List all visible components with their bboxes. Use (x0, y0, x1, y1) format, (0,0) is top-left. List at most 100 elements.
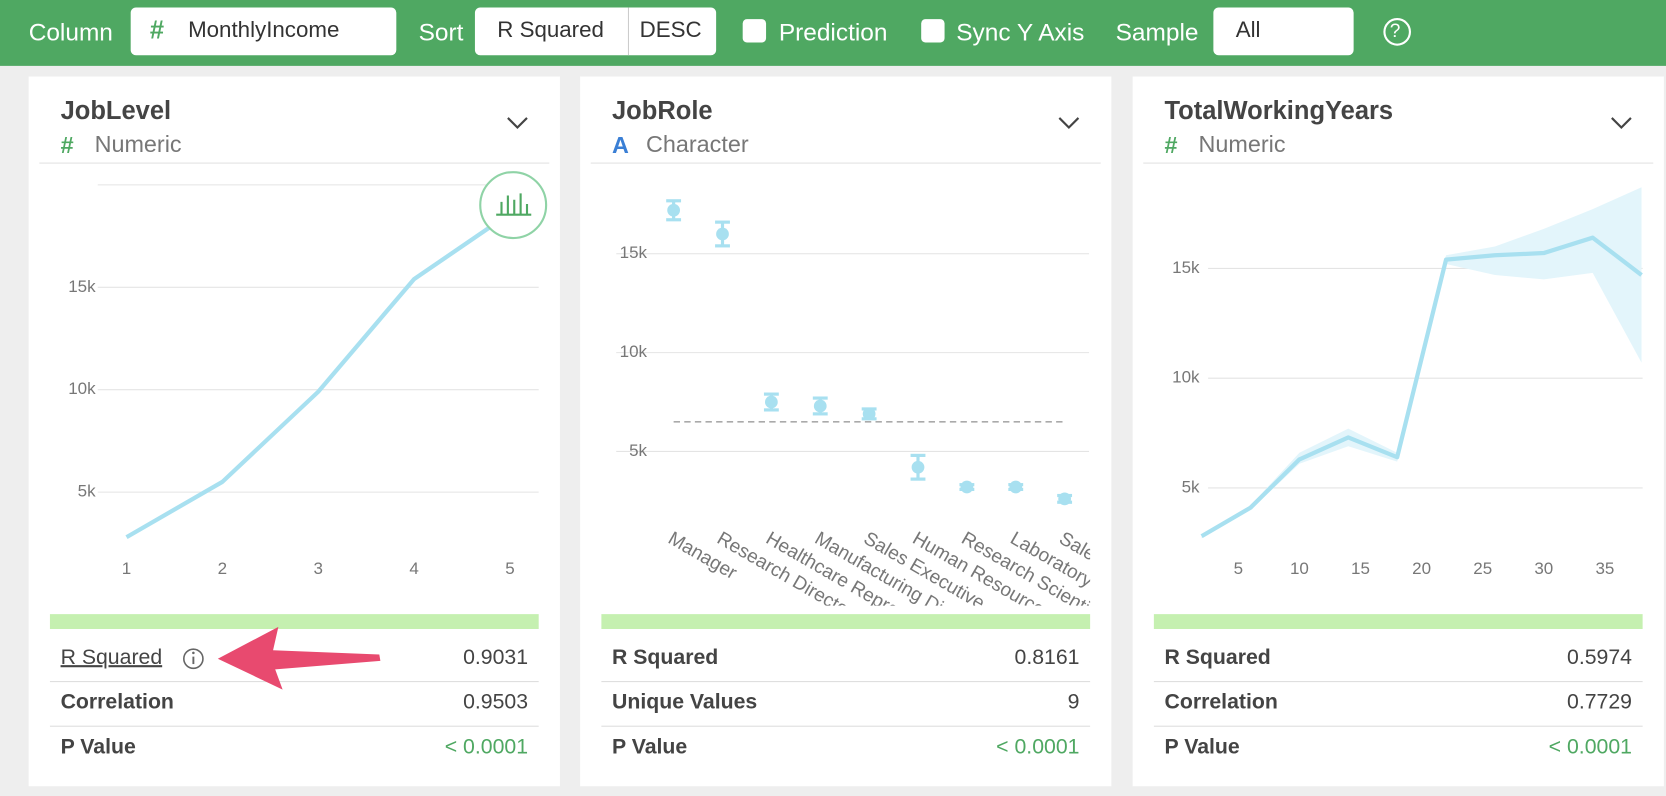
card-title: JobLevel (60, 96, 172, 126)
status-bar (601, 614, 1091, 629)
stat-label: R Squared (1164, 646, 1271, 670)
divider (39, 162, 550, 164)
card-title: TotalWorkingYears (1164, 96, 1394, 126)
type-label: Numeric (1198, 130, 1286, 158)
column-label: Column (28, 18, 113, 46)
row-line (1153, 681, 1643, 683)
mean-point (960, 480, 974, 494)
sample-label: Sample (1115, 18, 1199, 46)
stat-value: 0.7729 (1567, 690, 1632, 714)
stat-value: 0.9503 (463, 690, 529, 714)
y-tick-label: 15k (620, 243, 648, 262)
help-icon: ? (1389, 20, 1401, 42)
line (125, 211, 512, 540)
row-line (49, 681, 539, 683)
toolbar: Column # MonthlyIncome Sort R Squared DE… (0, 0, 1666, 66)
status-bar (49, 614, 539, 629)
sort-select[interactable] (474, 7, 717, 56)
pointer-arrow (217, 626, 381, 690)
stat-label: P Value (60, 735, 136, 759)
stat-value: 0.5974 (1567, 646, 1632, 670)
stat-label: P Value (1164, 735, 1240, 759)
sync-label: Sync Y Axis (956, 18, 1085, 46)
type-label: Character (646, 130, 749, 158)
x-tick-label: 15 (1351, 559, 1370, 578)
sort-label: Sort (418, 18, 464, 46)
stat-label: Correlation (1164, 690, 1278, 714)
x-tick-label: 5 (505, 559, 514, 578)
sort-order[interactable]: DESC (639, 18, 702, 43)
x-tick-label: 35 (1595, 559, 1614, 578)
mean-point (716, 227, 729, 241)
mean-point (911, 460, 925, 474)
stat-value: 9 (1067, 690, 1080, 714)
mean-point (813, 399, 827, 413)
stat-label: Correlation (60, 690, 174, 714)
y-tick-label: 5k (1182, 477, 1200, 496)
y-tick-label: 5k (629, 441, 647, 460)
checkbox[interactable] (921, 19, 945, 43)
divider (1143, 162, 1654, 164)
column-icon: # (149, 15, 165, 45)
dropdown-chevron (1611, 117, 1632, 130)
stat-label: Unique Values (612, 690, 758, 714)
row-line (49, 725, 539, 727)
stat-value: < 0.0001 (1548, 735, 1632, 759)
dropdown-chevron (507, 117, 528, 130)
type-icon: # (60, 131, 74, 159)
stat-value: < 0.0001 (996, 735, 1080, 759)
status-bar (1153, 614, 1643, 629)
stat-value: 0.8161 (1014, 646, 1080, 670)
card: JobRole A Character R Squared 0.8161 Unique V… (580, 76, 1112, 787)
divider (590, 162, 1101, 164)
stat-label: P Value (612, 735, 688, 759)
x-tick-label: 10 (1290, 559, 1309, 578)
type-icon: # (1164, 131, 1178, 159)
type-label: Numeric (94, 130, 182, 158)
x-tick-label: 20 (1412, 559, 1431, 578)
mean-point (1009, 480, 1023, 494)
line (1200, 235, 1643, 539)
divider (627, 7, 629, 56)
row-line (1153, 725, 1643, 727)
stat-value: < 0.0001 (444, 735, 529, 759)
y-tick-label: 10k (620, 342, 648, 361)
x-tick-label: 4 (409, 559, 418, 578)
type-icon: A (612, 131, 629, 159)
card: JobLevel # Numeric R Squared 0.9031 Correlati… (28, 76, 560, 787)
column-value: MonthlyIncome (188, 18, 340, 43)
y-tick-label: 10k (68, 379, 96, 398)
stat-value: 0.9031 (463, 646, 529, 670)
mean-point (1058, 492, 1071, 506)
mean-point (765, 395, 778, 409)
sort-value: R Squared (497, 18, 604, 43)
card-title: JobRole (612, 96, 713, 126)
stat-label: R Squared (612, 646, 719, 670)
y-tick-label: 15k (1172, 258, 1200, 277)
dropdown-chevron (1058, 117, 1080, 130)
sample-select[interactable] (1213, 7, 1354, 56)
info-icon (192, 651, 195, 655)
sample-value: All (1235, 18, 1261, 43)
y-tick-label: 5k (78, 482, 96, 501)
row-line (601, 681, 1091, 683)
y-tick-label: 10k (1172, 368, 1200, 387)
info-icon (183, 648, 204, 670)
x-tick-label: 5 (1234, 559, 1243, 578)
row-line (601, 725, 1091, 727)
x-tick-label: 1 (122, 559, 131, 578)
x-tick-label: 30 (1534, 559, 1553, 578)
x-tick-label: 25 (1473, 559, 1492, 578)
column-select[interactable] (130, 7, 397, 56)
card: TotalWorkingYears # Numeric R Squared 0.5974… (1132, 76, 1664, 787)
checkbox[interactable] (742, 19, 767, 43)
y-tick-label: 15k (68, 277, 96, 296)
prediction-label: Prediction (778, 18, 888, 46)
mean-point (667, 203, 680, 217)
x-tick-label: 3 (313, 559, 322, 578)
help-button[interactable] (1383, 18, 1411, 46)
